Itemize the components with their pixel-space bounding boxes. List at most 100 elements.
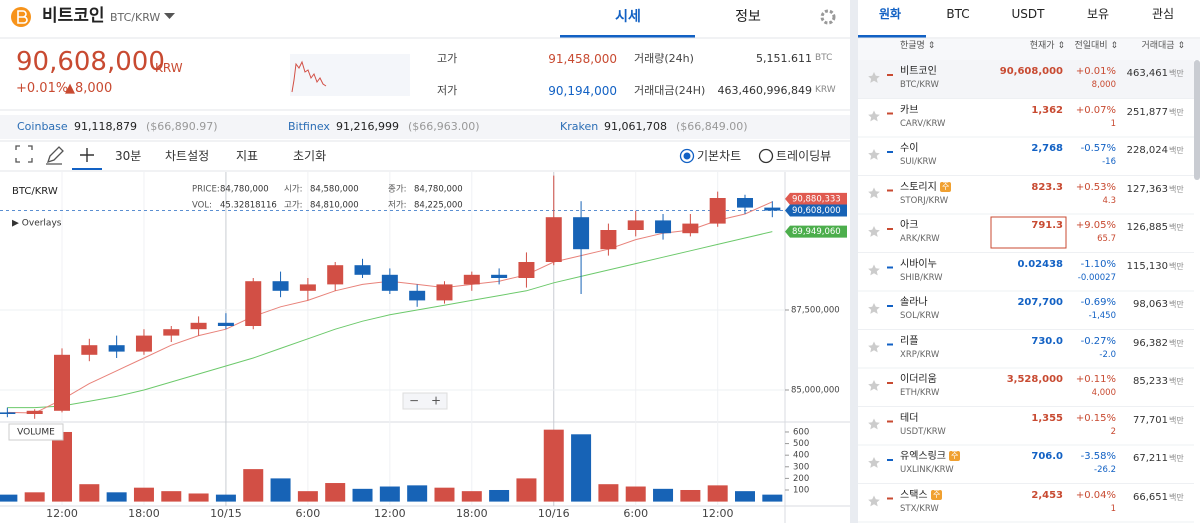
coin-name[interactable]: 시바이누 bbox=[900, 258, 937, 270]
row-decor bbox=[858, 60, 1194, 99]
zoom-box bbox=[402, 392, 448, 410]
coin-name[interactable]: 스택스 bbox=[900, 489, 928, 501]
trade-volume: 126,885 bbox=[1126, 222, 1168, 233]
coin-price: 0.02438 bbox=[1017, 258, 1063, 270]
volume-unit: 백만 bbox=[1169, 261, 1184, 271]
change-amount: 8,000 bbox=[1091, 80, 1116, 90]
y2-tick-label: 500 bbox=[793, 439, 809, 449]
settings-icon[interactable] bbox=[820, 9, 836, 25]
coin-price: 90,608,000 bbox=[999, 66, 1063, 77]
market-tab[interactable]: 관심 bbox=[1151, 7, 1175, 21]
coin-price: 823.3 bbox=[1031, 181, 1063, 193]
star[interactable] bbox=[868, 380, 880, 391]
market-tab[interactable]: USDT bbox=[1011, 7, 1045, 21]
toolbar-item[interactable]: 초기화 bbox=[293, 149, 327, 163]
change-amount: -1,450 bbox=[1088, 311, 1116, 321]
coin-name[interactable]: 테더 bbox=[900, 412, 919, 424]
market-tab[interactable]: 보유 bbox=[1086, 7, 1110, 21]
candle-body bbox=[381, 274, 398, 291]
column-header[interactable]: 현재가 ⇕ bbox=[1029, 41, 1065, 51]
coin-name[interactable]: 리플 bbox=[900, 335, 919, 347]
header-bg bbox=[858, 39, 1200, 60]
candle-body bbox=[272, 281, 289, 291]
volume-bar bbox=[762, 494, 783, 502]
toolbar-item[interactable]: 지표 bbox=[236, 149, 259, 163]
row-decor bbox=[858, 149, 1194, 176]
star[interactable] bbox=[868, 457, 880, 468]
coin-name: 비트코인 bbox=[42, 6, 105, 26]
zoom-in[interactable]: + bbox=[431, 394, 441, 408]
change-pct: +0.01% bbox=[1075, 66, 1116, 77]
coin-pair: STX/KRW bbox=[900, 503, 939, 514]
market-tab[interactable]: 원화 bbox=[878, 7, 902, 21]
zoom-out[interactable]: − bbox=[409, 394, 419, 408]
coin-name[interactable]: 비트코인 bbox=[900, 66, 937, 77]
volume-bar bbox=[352, 488, 373, 502]
volume-unit: 백만 bbox=[1169, 377, 1184, 386]
coin-name[interactable]: 유엑스링크 bbox=[900, 451, 946, 462]
star[interactable] bbox=[868, 149, 880, 160]
star[interactable] bbox=[868, 303, 880, 314]
change-amount: -16 bbox=[1102, 157, 1116, 167]
chart-mode[interactable]: 기본차트 bbox=[697, 149, 742, 163]
coin-name[interactable]: 아크 bbox=[900, 220, 919, 231]
coin-price: 2,453 bbox=[1031, 489, 1063, 501]
volume-bar bbox=[243, 469, 264, 502]
candle-body bbox=[217, 322, 234, 326]
star[interactable] bbox=[868, 226, 880, 237]
price-tag-label: 90,880,333 bbox=[792, 194, 841, 204]
change-pct: -0.57% bbox=[1080, 143, 1116, 154]
coin-name[interactable]: 솔라나 bbox=[900, 297, 928, 308]
star[interactable] bbox=[868, 495, 880, 507]
star[interactable] bbox=[868, 110, 880, 122]
candle-body bbox=[655, 220, 672, 234]
overlays-toggle[interactable]: ▶ Overlays bbox=[12, 219, 62, 229]
row-decor bbox=[858, 495, 1194, 523]
scrollbar[interactable] bbox=[1194, 60, 1200, 180]
crosshair-icon[interactable] bbox=[80, 148, 94, 162]
change-pct: -3.58% bbox=[1080, 451, 1116, 462]
radio-off[interactable] bbox=[758, 148, 774, 164]
exchange-name: Kraken bbox=[560, 120, 599, 133]
info-label: PRICE: bbox=[192, 185, 220, 195]
dropdown-caret[interactable] bbox=[164, 13, 175, 19]
change-amount: -26.2 bbox=[1094, 465, 1116, 475]
tab[interactable]: 시세 bbox=[615, 9, 641, 25]
volume-bar bbox=[297, 491, 318, 502]
column-header[interactable]: 한글명 ⇕ bbox=[900, 41, 936, 51]
exchange-usd: ($66,849.00) bbox=[676, 120, 748, 133]
price-tag bbox=[785, 192, 847, 205]
column-header[interactable]: 거래대금 ⇕ bbox=[1141, 41, 1185, 51]
coin-pair: USDT/KRW bbox=[900, 426, 946, 437]
caution-badge: 주 bbox=[931, 489, 943, 500]
column-header[interactable]: 전일대비 ⇕ bbox=[1074, 41, 1118, 51]
chart-mode[interactable]: 트레이딩뷰 bbox=[776, 149, 832, 163]
star[interactable] bbox=[868, 418, 880, 430]
exchange-usd: ($66,890.97) bbox=[146, 120, 218, 133]
change-pct: -0.69% bbox=[1080, 297, 1116, 308]
tab[interactable]: 정보 bbox=[735, 9, 761, 25]
stat-unit: BTC bbox=[815, 53, 833, 63]
candle-body bbox=[245, 281, 262, 326]
star[interactable] bbox=[868, 264, 880, 276]
candle-body bbox=[463, 274, 480, 285]
candle-body bbox=[26, 410, 43, 414]
draw-icon[interactable] bbox=[46, 146, 64, 165]
radio-on[interactable] bbox=[679, 148, 695, 164]
market-tab[interactable]: BTC bbox=[946, 7, 970, 21]
star[interactable] bbox=[868, 72, 880, 83]
fullscreen-icon[interactable] bbox=[15, 145, 33, 163]
candle-body bbox=[108, 345, 125, 352]
candle-body bbox=[299, 284, 316, 291]
coin-name[interactable]: 카브 bbox=[900, 104, 919, 116]
star[interactable] bbox=[868, 341, 880, 353]
volume-unit: 백만 bbox=[1169, 184, 1184, 194]
coin-name[interactable]: 스토리지 bbox=[900, 181, 937, 193]
star[interactable] bbox=[868, 187, 880, 199]
change-amount: 2 bbox=[1110, 426, 1116, 437]
toolbar-item[interactable]: 차트설정 bbox=[165, 149, 210, 163]
interval-select[interactable]: 30분 bbox=[115, 149, 142, 163]
coin-name[interactable]: 이더리움 bbox=[900, 374, 937, 385]
candle-body bbox=[135, 335, 152, 352]
coin-name[interactable]: 수이 bbox=[900, 143, 919, 154]
